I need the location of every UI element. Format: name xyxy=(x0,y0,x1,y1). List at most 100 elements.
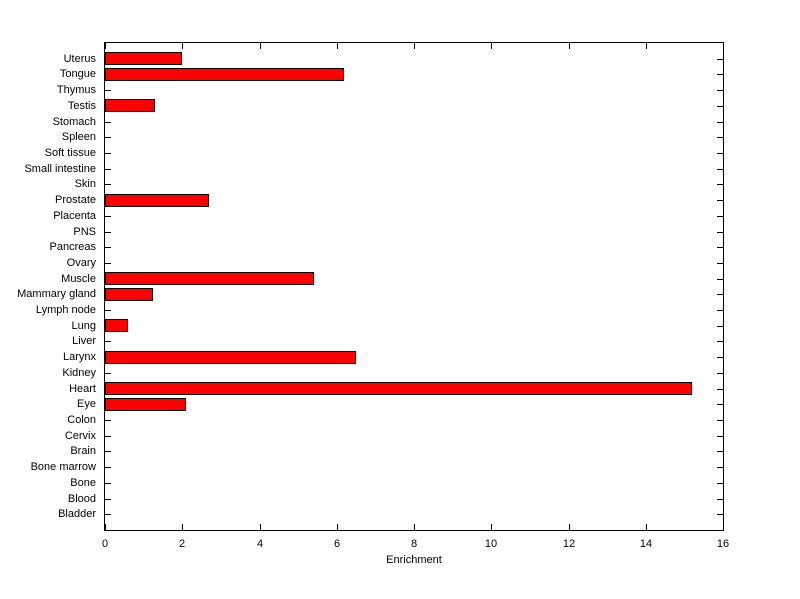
x-tick-top xyxy=(491,43,492,49)
y-tick-right xyxy=(717,200,723,201)
x-tick-bottom xyxy=(105,524,106,530)
y-tick-left xyxy=(105,169,111,170)
x-tick-label: 14 xyxy=(639,538,653,550)
y-tick-label: PNS xyxy=(73,226,96,238)
y-tick-label: Bladder xyxy=(58,508,96,520)
x-tick-label: 16 xyxy=(716,538,730,550)
y-tick-left xyxy=(105,122,111,123)
bar xyxy=(105,351,356,364)
plot-area xyxy=(104,42,724,531)
y-tick-right xyxy=(717,373,723,374)
y-tick-label: Ovary xyxy=(66,257,96,269)
x-tick-label: 4 xyxy=(256,538,264,550)
bar xyxy=(105,99,155,112)
y-tick-left xyxy=(105,420,111,421)
y-tick-label: Stomach xyxy=(52,116,96,128)
y-tick-right xyxy=(717,341,723,342)
y-tick-right xyxy=(717,514,723,515)
x-axis-title: Enrichment xyxy=(386,554,442,566)
y-tick-right xyxy=(717,357,723,358)
y-tick-left xyxy=(105,467,111,468)
y-tick-right xyxy=(717,483,723,484)
y-tick-label: Thymus xyxy=(56,84,96,96)
y-tick-label: Skin xyxy=(74,178,96,190)
x-tick-bottom xyxy=(414,524,415,530)
y-tick-label: Testis xyxy=(67,100,96,112)
y-tick-right xyxy=(717,389,723,390)
y-tick-label: Bone xyxy=(70,477,96,489)
x-tick-label: 0 xyxy=(101,538,109,550)
y-tick-right xyxy=(717,232,723,233)
y-tick-right xyxy=(717,122,723,123)
y-tick-left xyxy=(105,153,111,154)
x-tick-label: 10 xyxy=(484,538,498,550)
x-tick-bottom xyxy=(723,524,724,530)
x-tick-top xyxy=(414,43,415,49)
y-tick-right xyxy=(717,74,723,75)
y-tick-right xyxy=(717,310,723,311)
x-tick-top xyxy=(182,43,183,49)
y-tick-left xyxy=(105,90,111,91)
x-tick-top xyxy=(646,43,647,49)
y-tick-left xyxy=(105,184,111,185)
bar xyxy=(105,272,314,285)
y-tick-left xyxy=(105,373,111,374)
y-tick-left xyxy=(105,232,111,233)
x-tick-bottom xyxy=(491,524,492,530)
y-tick-left xyxy=(105,483,111,484)
y-tick-right xyxy=(717,436,723,437)
bar xyxy=(105,398,186,411)
y-tick-label: Uterus xyxy=(63,53,96,65)
y-tick-right xyxy=(717,106,723,107)
y-tick-right xyxy=(717,59,723,60)
y-tick-label: Mammary gland xyxy=(17,288,96,300)
y-tick-right xyxy=(717,153,723,154)
y-tick-right xyxy=(717,294,723,295)
y-tick-right xyxy=(717,279,723,280)
y-tick-label: Spleen xyxy=(61,131,96,143)
y-tick-label: Liver xyxy=(72,335,96,347)
x-tick-top xyxy=(723,43,724,49)
bar xyxy=(105,288,153,301)
y-tick-label: Pancreas xyxy=(49,241,96,253)
x-tick-bottom xyxy=(569,524,570,530)
y-tick-label: Blood xyxy=(67,493,96,505)
y-tick-right xyxy=(717,247,723,248)
y-tick-right xyxy=(717,326,723,327)
y-tick-left xyxy=(105,514,111,515)
y-tick-right xyxy=(717,184,723,185)
y-tick-left xyxy=(105,137,111,138)
x-tick-bottom xyxy=(182,524,183,530)
y-tick-label: Larynx xyxy=(62,351,96,363)
y-tick-label: Tongue xyxy=(59,68,96,80)
x-tick-top xyxy=(105,43,106,49)
y-tick-left xyxy=(105,451,111,452)
bar xyxy=(105,68,344,81)
y-tick-label: Heart xyxy=(69,383,96,395)
y-tick-right xyxy=(717,263,723,264)
y-tick-right xyxy=(717,169,723,170)
y-tick-label: Brain xyxy=(70,445,96,457)
bar xyxy=(105,194,209,207)
y-tick-right xyxy=(717,420,723,421)
x-tick-bottom xyxy=(260,524,261,530)
bar xyxy=(105,319,128,332)
y-tick-right xyxy=(717,404,723,405)
y-tick-left xyxy=(105,341,111,342)
y-tick-right xyxy=(717,137,723,138)
y-tick-right xyxy=(717,499,723,500)
y-tick-label: Eye xyxy=(77,398,96,410)
y-tick-left xyxy=(105,310,111,311)
x-tick-top xyxy=(260,43,261,49)
y-tick-right xyxy=(717,216,723,217)
y-tick-label: Prostate xyxy=(55,194,96,206)
x-tick-label: 8 xyxy=(410,538,418,550)
x-tick-top xyxy=(569,43,570,49)
y-tick-right xyxy=(717,90,723,91)
y-tick-left xyxy=(105,263,111,264)
y-tick-label: Bone marrow xyxy=(30,461,96,473)
bar xyxy=(105,382,692,395)
x-tick-bottom xyxy=(646,524,647,530)
y-tick-label: Placenta xyxy=(53,210,96,222)
